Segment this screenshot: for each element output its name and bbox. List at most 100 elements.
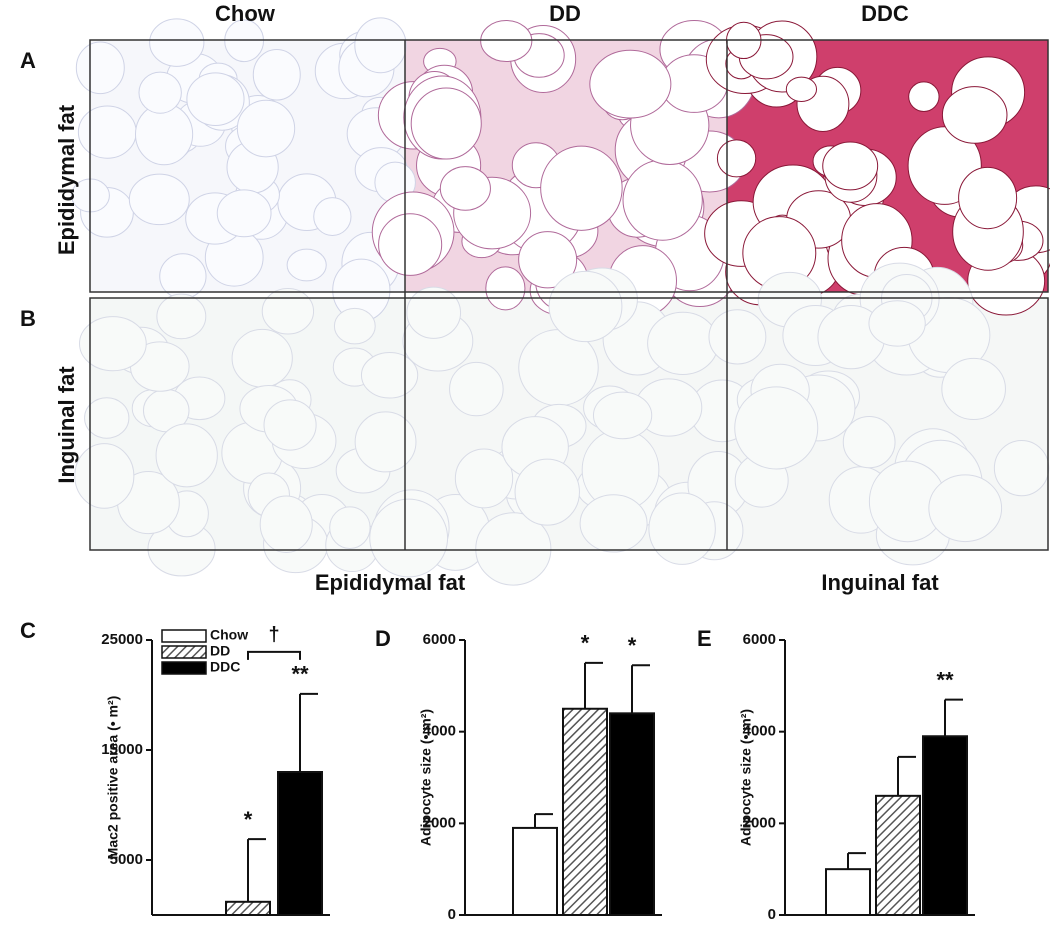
cell	[647, 311, 719, 376]
cell	[354, 17, 407, 74]
panel-label: D	[375, 626, 391, 651]
cell	[708, 309, 767, 365]
cell	[518, 231, 578, 289]
frame	[89, 39, 1049, 293]
significance-marker: **	[936, 667, 954, 692]
cell	[622, 159, 703, 241]
y-tick-label: 5000	[110, 851, 143, 868]
legend-label: Chow	[210, 627, 248, 643]
cell	[475, 512, 552, 586]
micrographs	[71, 17, 1050, 586]
panel-label: A	[20, 48, 36, 73]
legend-swatch	[161, 645, 207, 659]
cell	[592, 391, 653, 440]
cell	[360, 352, 419, 399]
significance-bracket	[247, 650, 301, 660]
bar	[875, 794, 921, 916]
cell	[579, 494, 648, 553]
significance-marker: *	[628, 633, 637, 658]
cell	[75, 41, 125, 95]
cell	[138, 71, 182, 114]
cell	[252, 48, 301, 101]
cell	[231, 328, 293, 388]
cell	[842, 415, 896, 469]
cell	[589, 49, 672, 119]
error-bar	[534, 813, 553, 828]
cell	[354, 411, 417, 473]
cell	[941, 357, 1006, 421]
y-tick-label: 2000	[423, 814, 456, 831]
error-bar	[897, 755, 916, 796]
cell	[540, 145, 623, 231]
cell	[928, 474, 1003, 543]
panel-label: B	[20, 306, 36, 331]
cell	[480, 20, 533, 63]
cell	[406, 286, 462, 339]
cell	[149, 18, 205, 67]
cell	[734, 386, 819, 470]
cell	[77, 105, 137, 159]
y-tick-label: 0	[448, 906, 456, 923]
cell	[128, 173, 190, 226]
y-axis-label: Adipocyte size (• m²)	[418, 709, 434, 846]
cell	[785, 76, 818, 102]
y-tick-label: 4000	[743, 723, 776, 740]
cell	[263, 399, 317, 451]
error-bar	[631, 664, 650, 714]
section-label: Epididymal fat	[315, 570, 466, 595]
legend-label: DD	[210, 643, 230, 659]
cell	[548, 270, 623, 343]
significance-marker: **	[291, 662, 309, 687]
bar	[825, 868, 871, 917]
bar	[277, 771, 323, 916]
y-tick-label: 2000	[743, 814, 776, 831]
cell	[333, 307, 376, 345]
column-label: Chow	[215, 1, 276, 26]
error-bar	[247, 838, 266, 902]
legend-swatch	[161, 661, 207, 675]
cell	[236, 99, 296, 158]
y-tick-label: 6000	[423, 631, 456, 648]
panel-label: E	[697, 626, 712, 651]
cell	[286, 248, 327, 282]
cell	[958, 166, 1018, 230]
cell	[329, 506, 371, 549]
cell	[449, 361, 504, 417]
bar	[512, 826, 558, 917]
bar	[609, 712, 655, 916]
cell	[155, 423, 218, 488]
cell	[369, 498, 449, 578]
y-axis-label: Mac2 positive area (• m²)	[105, 696, 121, 860]
row-label: Epididymal fat	[54, 104, 79, 255]
cell	[941, 86, 1008, 144]
y-tick-label: 6000	[743, 631, 776, 648]
cell	[822, 141, 879, 191]
cell	[868, 300, 926, 347]
cell	[454, 448, 514, 509]
legend-label: DDC	[210, 659, 240, 675]
cell	[79, 316, 147, 372]
significance-bracket-label: †	[268, 624, 279, 646]
frame	[89, 297, 1049, 551]
significance-marker: *	[581, 631, 590, 656]
cell	[156, 293, 207, 340]
cell	[378, 213, 443, 276]
cell	[908, 81, 940, 112]
cell	[216, 189, 272, 238]
error-bar	[584, 661, 603, 709]
panel-label: C	[20, 618, 36, 643]
cell	[993, 439, 1050, 497]
cell	[261, 288, 315, 335]
error-bar	[847, 852, 866, 870]
cell	[74, 443, 135, 509]
bar	[225, 900, 271, 916]
cell	[186, 72, 245, 126]
cell	[514, 458, 580, 526]
error-bar	[944, 698, 963, 737]
bar	[922, 735, 968, 916]
error-bar	[299, 692, 318, 772]
cell	[716, 139, 757, 178]
section-label: Inguinal fat	[821, 570, 939, 595]
cell	[259, 495, 313, 553]
